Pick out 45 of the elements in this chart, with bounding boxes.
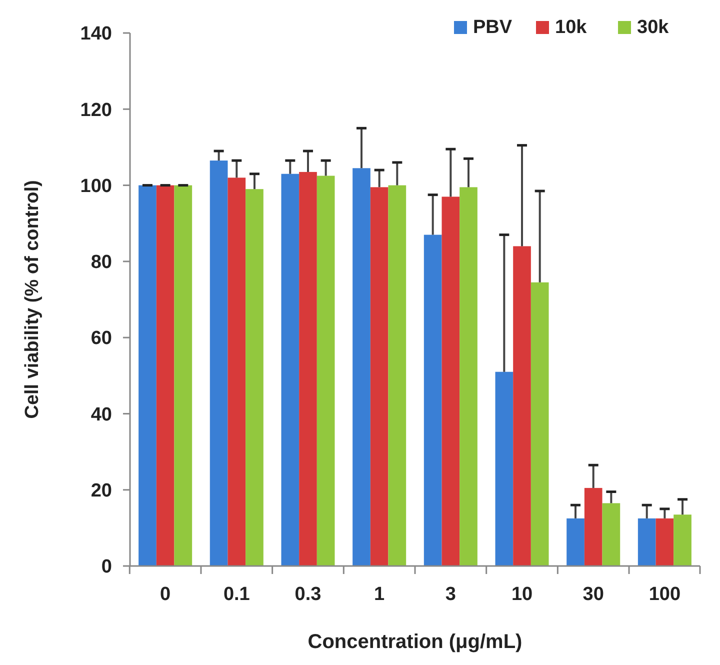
y-tick-label: 0 <box>101 556 112 578</box>
bar <box>388 185 406 566</box>
y-tick-label: 80 <box>90 252 112 274</box>
x-tick-label: 0 <box>160 584 171 605</box>
bar <box>584 488 602 566</box>
y-axis-title: Cell viability (% of control) <box>22 180 43 419</box>
bar <box>281 174 300 566</box>
bar <box>316 176 335 566</box>
x-tick-label: 10 <box>511 584 533 605</box>
x-tick-label: 0.1 <box>223 584 250 605</box>
bar <box>656 518 674 566</box>
x-tick-label: 100 <box>648 584 681 605</box>
x-axis-title: Concentration (μg/mL) <box>308 631 522 653</box>
bar <box>246 189 264 566</box>
bar <box>299 172 317 566</box>
bar <box>424 234 442 566</box>
x-tick-label: 3 <box>445 584 456 605</box>
bar <box>530 282 549 566</box>
bar <box>638 518 656 566</box>
bar <box>174 185 192 566</box>
bar <box>352 168 370 566</box>
bar <box>495 372 514 566</box>
bar <box>228 178 246 566</box>
y-tick-label: 60 <box>90 328 112 350</box>
bar <box>513 246 531 566</box>
bar <box>674 514 692 566</box>
x-tick-label: 30 <box>582 584 604 605</box>
bar <box>138 185 156 566</box>
y-tick-label: 140 <box>80 24 112 45</box>
bar <box>460 187 478 566</box>
bar <box>156 185 174 566</box>
legend-label: 30k <box>637 17 670 38</box>
y-tick-label: 120 <box>80 100 112 121</box>
x-tick-label: 0.3 <box>294 584 322 605</box>
x-tick-label: 1 <box>374 584 386 605</box>
y-tick-label: 20 <box>90 480 112 502</box>
legend-label: 10k <box>555 17 588 38</box>
y-tick-label: 100 <box>80 176 112 197</box>
bar <box>210 160 228 566</box>
bar <box>442 196 460 566</box>
bar <box>602 503 620 566</box>
y-tick-label: 40 <box>90 404 112 426</box>
legend-label: PBV <box>473 17 512 38</box>
bar <box>370 187 388 566</box>
bar <box>566 518 584 566</box>
